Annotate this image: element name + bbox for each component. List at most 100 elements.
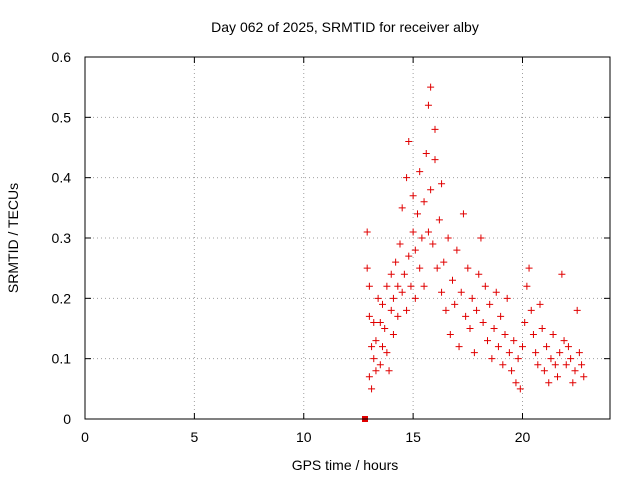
data-point <box>521 318 529 326</box>
y-tick-label: 0.4 <box>52 170 72 186</box>
data-point <box>536 300 544 308</box>
data-point <box>422 150 430 158</box>
data-point <box>420 198 428 206</box>
data-point <box>398 204 406 212</box>
data-point <box>374 294 382 302</box>
y-tick-label: 0.3 <box>52 230 72 246</box>
data-point <box>365 312 373 320</box>
data-point <box>464 264 472 272</box>
data-point <box>438 180 446 188</box>
data-point <box>457 288 465 296</box>
data-point <box>462 312 470 320</box>
data-point <box>365 373 373 381</box>
x-tick-label: 5 <box>190 429 198 445</box>
x-tick-label: 0 <box>81 429 89 445</box>
data-point <box>379 300 386 308</box>
data-point <box>424 101 432 109</box>
data-point <box>379 343 386 351</box>
data-point <box>398 288 406 296</box>
data-point <box>381 325 389 332</box>
data-point <box>383 349 391 357</box>
data-points <box>362 83 588 422</box>
data-point <box>383 282 391 290</box>
x-tick-label: 20 <box>515 429 531 445</box>
data-point <box>451 300 459 308</box>
data-point <box>396 240 404 248</box>
y-tick-label: 0.1 <box>52 351 72 367</box>
y-tick-label: 0 <box>63 411 71 427</box>
data-point <box>433 264 441 272</box>
data-point <box>400 270 408 278</box>
data-point <box>405 137 413 145</box>
data-point <box>473 306 481 314</box>
data-point <box>372 337 380 345</box>
data-point <box>538 325 546 332</box>
data-point <box>403 306 411 314</box>
data-point <box>481 282 489 290</box>
data-point <box>508 367 516 375</box>
data-point <box>523 282 531 290</box>
data-point <box>492 288 500 296</box>
data-point <box>490 325 498 332</box>
data-point <box>444 234 452 242</box>
data-point <box>442 306 450 314</box>
data-point <box>578 361 586 369</box>
data-point <box>499 361 507 369</box>
data-point <box>368 343 376 351</box>
data-point <box>484 337 491 345</box>
data-point <box>392 258 400 266</box>
y-axis-label: SRMTID / TECUs <box>5 183 21 293</box>
data-point <box>409 228 417 236</box>
data-point <box>449 276 456 284</box>
data-point <box>409 192 417 200</box>
data-point <box>387 306 395 314</box>
data-point <box>446 331 454 339</box>
data-point <box>540 367 548 375</box>
data-point <box>532 349 540 357</box>
data-point <box>389 294 397 302</box>
data-point <box>414 210 421 218</box>
data-point <box>394 282 402 290</box>
data-point <box>468 294 476 302</box>
data-point <box>564 343 572 351</box>
data-point <box>453 246 461 254</box>
data-point <box>551 361 559 369</box>
plot-frame <box>84 56 611 420</box>
data-point <box>571 367 579 375</box>
data-point <box>370 318 378 326</box>
data-point <box>431 156 439 164</box>
data-point <box>494 343 502 351</box>
data-point <box>549 331 557 339</box>
data-point <box>394 312 402 320</box>
data-point <box>427 83 435 91</box>
data-point <box>475 270 483 278</box>
data-point <box>416 168 424 176</box>
data-point <box>501 331 509 339</box>
data-point <box>368 385 376 393</box>
data-point <box>534 361 542 369</box>
data-point <box>503 294 511 302</box>
data-point <box>385 367 393 375</box>
data-point <box>363 228 371 236</box>
data-point <box>569 379 577 387</box>
data-point <box>407 282 415 290</box>
data-point <box>477 234 485 242</box>
data-point <box>455 343 463 351</box>
data-point <box>562 361 570 369</box>
data-point <box>376 361 384 369</box>
data-point <box>560 337 568 345</box>
data-point <box>529 331 537 339</box>
data-point <box>363 264 371 272</box>
data-point <box>470 349 478 357</box>
data-point <box>510 337 518 345</box>
data-point <box>440 258 448 266</box>
data-point <box>431 125 439 133</box>
data-point <box>479 318 487 326</box>
data-point <box>512 379 520 387</box>
data-point <box>459 210 467 218</box>
data-point <box>497 312 505 320</box>
data-point <box>403 174 411 182</box>
data-point <box>416 264 424 272</box>
data-point <box>420 282 428 290</box>
